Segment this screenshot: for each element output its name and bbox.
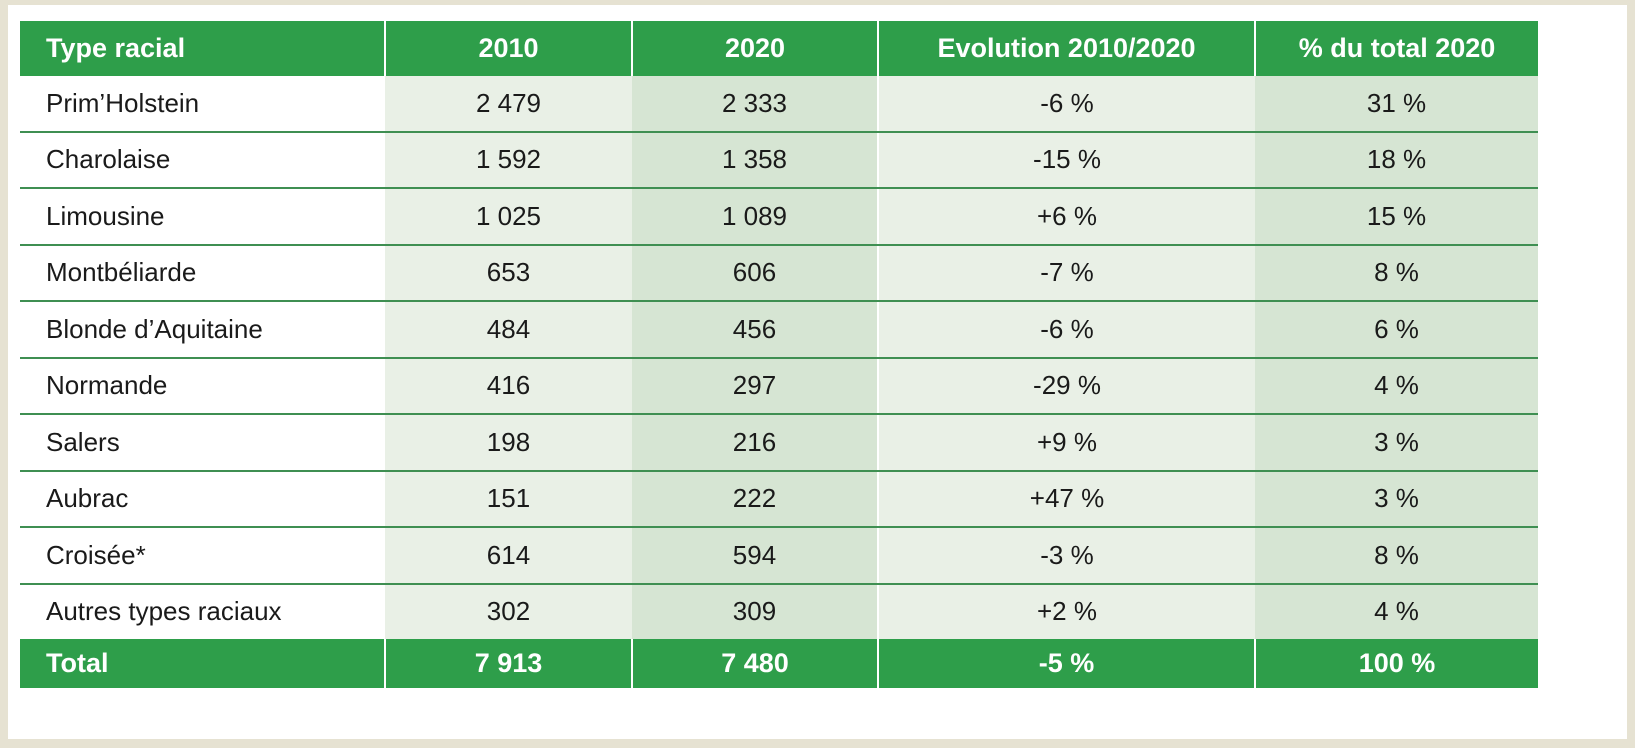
table-row: Normande 416 297 -29 % 4 %: [20, 357, 1538, 415]
cell-share-2020: 4 %: [1255, 583, 1538, 639]
cell-evolution: +2 %: [877, 583, 1255, 639]
breed-table: Type racial 2010 2020 Evolution 2010/2020% …: [20, 21, 1538, 688]
cell-evolution: -29 %: [877, 357, 1255, 415]
cell-share-2020: 3 %: [1255, 414, 1538, 472]
cell-year-2020: 216: [632, 414, 878, 472]
total-row: Total 7 913 7 480 -5 % 100 %: [20, 639, 1538, 688]
cell-year-2010: 653: [385, 244, 632, 302]
cell-evolution: -7 %: [877, 244, 1255, 302]
cell-year-2010: 484: [385, 301, 632, 359]
cell-evolution: +9 %: [877, 414, 1255, 472]
cell-year-2020: 456: [632, 301, 878, 359]
cell-year-2020: 1 358: [632, 131, 878, 189]
table-row: Montbéliarde 653 606 -7 % 8 %: [20, 244, 1538, 302]
total-share-2020: 100 %: [1254, 639, 1538, 688]
table-row: Charolaise 1 592 1 358 -15 % 18 %: [20, 131, 1538, 189]
cell-type-racial: Croisée*: [20, 527, 385, 585]
cell-share-2020: 3 %: [1255, 470, 1538, 528]
cell-year-2010: 198: [385, 414, 632, 472]
cell-year-2020: 594: [632, 527, 878, 585]
cell-year-2010: 151: [385, 470, 632, 528]
cell-year-2020: 297: [632, 357, 878, 415]
column-header-type-racial: Type racial: [20, 21, 385, 76]
cell-share-2020: 31 %: [1255, 76, 1538, 133]
cell-year-2020: 1 089: [632, 188, 878, 246]
cell-type-racial: Blonde d’Aquitaine: [20, 301, 385, 359]
table-row: Limousine 1 025 1 089 +6 % 15 %: [20, 188, 1538, 246]
total-evolution: -5 %: [877, 639, 1255, 688]
total-type-racial: Total: [20, 639, 385, 688]
cell-year-2010: 1 592: [385, 131, 632, 189]
table-row: Croisée* 614 594 -3 % 8 %: [20, 527, 1538, 585]
cell-evolution: -6 %: [877, 76, 1255, 133]
table-panel: Type racial 2010 2020 Evolution 2010/2020% …: [8, 5, 1627, 739]
cell-year-2020: 309: [632, 583, 878, 639]
table-row: Aubrac 151 222 +47 % 3 %: [20, 470, 1538, 528]
cell-evolution: +6 %: [877, 188, 1255, 246]
cell-year-2010: 416: [385, 357, 632, 415]
cell-type-racial: Autres types raciaux: [20, 583, 385, 639]
cell-type-racial: Prim’Holstein: [20, 76, 385, 133]
cell-year-2020: 2 333: [632, 76, 878, 133]
cell-evolution: +47 %: [877, 470, 1255, 528]
column-header-year-2020: 2020: [631, 21, 878, 76]
cell-share-2020: 6 %: [1255, 301, 1538, 359]
table-row: Autres types raciaux 302 309 +2 % 4 %: [20, 583, 1538, 639]
cell-year-2010: 1 025: [385, 188, 632, 246]
cell-year-2020: 222: [632, 470, 878, 528]
cell-type-racial: Normande: [20, 357, 385, 415]
column-header-year-2010: 2010: [384, 21, 632, 76]
cell-type-racial: Charolaise: [20, 131, 385, 189]
cell-share-2020: 8 %: [1255, 527, 1538, 585]
cell-year-2010: 302: [385, 583, 632, 639]
cell-year-2010: 614: [385, 527, 632, 585]
cell-share-2020: 18 %: [1255, 131, 1538, 189]
total-year-2010: 7 913: [384, 639, 632, 688]
cell-type-racial: Limousine: [20, 188, 385, 246]
cell-evolution: -15 %: [877, 131, 1255, 189]
cell-share-2020: 4 %: [1255, 357, 1538, 415]
column-header-evolution: Evolution 2010/2020: [877, 21, 1255, 76]
cell-evolution: -6 %: [877, 301, 1255, 359]
cell-evolution: -3 %: [877, 527, 1255, 585]
total-year-2020: 7 480: [631, 639, 878, 688]
table-row: Prim’Holstein 2 479 2 333 -6 % 31 %: [20, 76, 1538, 133]
cell-share-2020: 8 %: [1255, 244, 1538, 302]
table-row: Salers 198 216 +9 % 3 %: [20, 414, 1538, 472]
cell-year-2010: 2 479: [385, 76, 632, 133]
header-row: Type racial 2010 2020 Evolution 2010/2020% …: [20, 21, 1538, 76]
cell-share-2020: 15 %: [1255, 188, 1538, 246]
table-row: Blonde d’Aquitaine 484 456 -6 % 6 %: [20, 301, 1538, 359]
cell-type-racial: Salers: [20, 414, 385, 472]
cell-type-racial: Aubrac: [20, 470, 385, 528]
cell-year-2020: 606: [632, 244, 878, 302]
cell-type-racial: Montbéliarde: [20, 244, 385, 302]
column-header-share-2020: % du total 2020: [1254, 21, 1538, 76]
